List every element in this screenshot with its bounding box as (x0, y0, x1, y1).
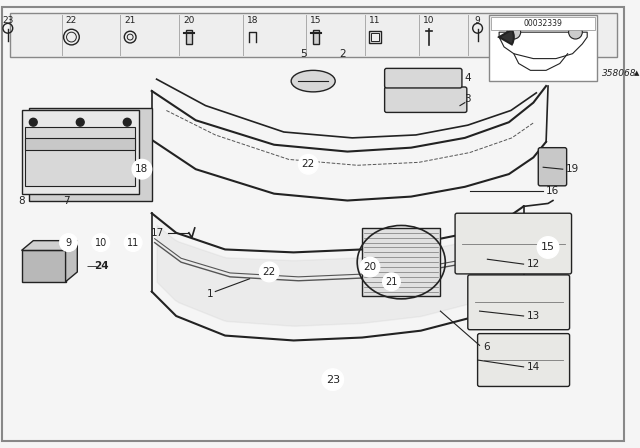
Bar (22, 250, 65, 282)
Bar (22, 111, 139, 194)
Text: 15: 15 (310, 16, 322, 25)
Text: 1: 1 (207, 289, 214, 299)
FancyBboxPatch shape (385, 69, 462, 88)
Text: ▲: ▲ (634, 70, 639, 76)
Text: 00032339: 00032339 (524, 19, 563, 28)
Text: 5: 5 (300, 49, 307, 59)
Text: 22: 22 (66, 16, 77, 25)
Text: 13: 13 (527, 311, 540, 321)
Bar (26, 127, 135, 186)
Polygon shape (65, 241, 77, 282)
Bar (29, 108, 152, 201)
Polygon shape (22, 241, 77, 250)
Text: 22: 22 (262, 267, 276, 277)
Bar (371, 33, 379, 41)
Circle shape (124, 234, 142, 251)
Text: 10: 10 (423, 16, 435, 25)
FancyBboxPatch shape (385, 87, 467, 112)
Text: 2: 2 (339, 49, 346, 59)
Polygon shape (499, 32, 588, 59)
Text: 18: 18 (135, 164, 148, 174)
Circle shape (322, 369, 344, 390)
Ellipse shape (291, 70, 335, 92)
Text: 11: 11 (127, 237, 140, 248)
Text: 15: 15 (541, 242, 555, 253)
Text: 21: 21 (385, 277, 397, 287)
Text: 23: 23 (2, 16, 13, 25)
Bar (10, 13, 616, 56)
FancyBboxPatch shape (468, 275, 570, 330)
Wedge shape (499, 30, 514, 44)
Text: —: — (86, 261, 97, 271)
Bar (362, 228, 440, 297)
Text: 11: 11 (369, 16, 381, 25)
Circle shape (132, 159, 152, 179)
Text: 6: 6 (483, 342, 490, 352)
Text: 18: 18 (247, 16, 259, 25)
Circle shape (259, 262, 279, 282)
Bar (492, 17, 595, 30)
Text: 8: 8 (18, 195, 25, 206)
Text: 22: 22 (301, 159, 315, 169)
Text: 20: 20 (183, 16, 195, 25)
Circle shape (92, 234, 109, 251)
Text: 23: 23 (326, 375, 340, 385)
Text: 12: 12 (527, 259, 540, 269)
Circle shape (383, 273, 400, 291)
Circle shape (298, 155, 318, 174)
FancyBboxPatch shape (538, 148, 566, 186)
Text: 20: 20 (364, 262, 376, 272)
FancyBboxPatch shape (477, 334, 570, 387)
Circle shape (538, 237, 559, 258)
Circle shape (76, 118, 84, 126)
Text: 19: 19 (566, 164, 579, 174)
FancyBboxPatch shape (455, 213, 572, 274)
Text: 16: 16 (546, 186, 559, 196)
Bar (26, 138, 135, 150)
Circle shape (29, 118, 37, 126)
Bar (186, 30, 192, 44)
Bar (313, 30, 319, 44)
Text: 9: 9 (65, 237, 72, 248)
Text: 24: 24 (94, 261, 109, 271)
Circle shape (568, 26, 582, 39)
Circle shape (124, 118, 131, 126)
Text: 17: 17 (151, 228, 164, 238)
Text: 21: 21 (124, 16, 136, 25)
Bar (490, 15, 597, 81)
Circle shape (60, 234, 77, 251)
Text: 3: 3 (465, 94, 471, 104)
Text: 9: 9 (475, 16, 481, 25)
Text: 358068: 358068 (602, 69, 636, 78)
Text: 14: 14 (527, 362, 540, 372)
Bar (369, 31, 381, 43)
Text: 10: 10 (95, 237, 107, 248)
Text: 7: 7 (63, 195, 70, 206)
Circle shape (360, 257, 380, 277)
Circle shape (507, 26, 521, 39)
Text: 4: 4 (465, 73, 471, 83)
